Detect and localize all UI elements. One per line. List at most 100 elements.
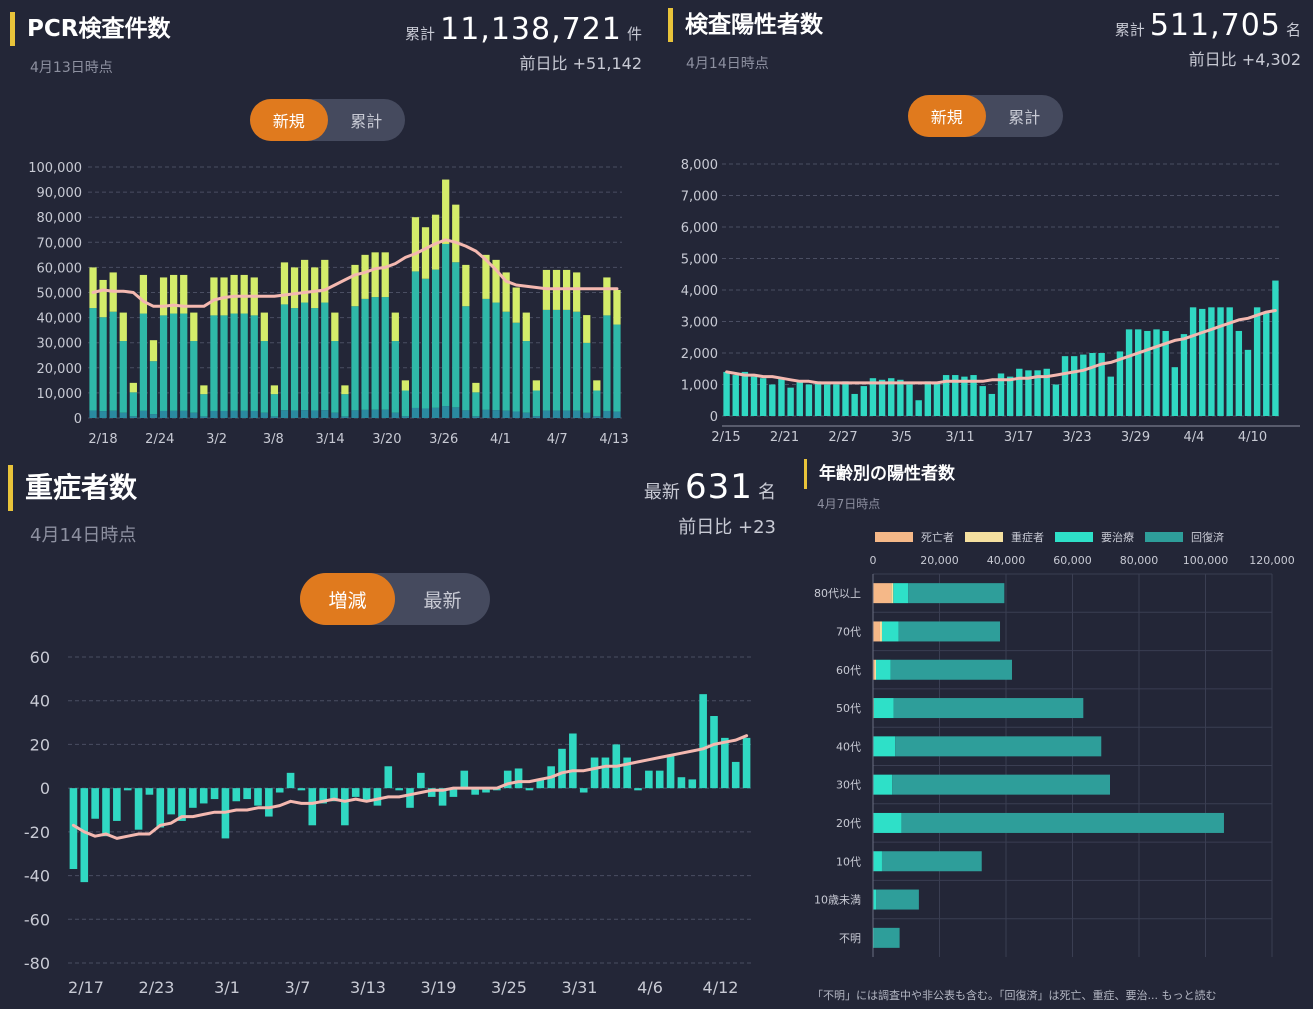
severe-x-tick-label: 3/25: [491, 978, 527, 997]
pcr-diff-label: 前日比: [519, 54, 568, 73]
positive-bar: [851, 393, 858, 416]
pcr-bar-base: [311, 410, 319, 418]
severe-toggle-change[interactable]: 増減: [300, 573, 395, 625]
severe-x-tick-label: 4/12: [703, 978, 739, 997]
age-legend-label: 重症者: [1011, 530, 1044, 544]
positive-total-unit: 名: [1285, 21, 1301, 39]
pcr-bar-base: [512, 411, 520, 418]
pcr-bar-main: [351, 306, 359, 411]
positive-bar: [1006, 376, 1014, 416]
age-bar-segment: [892, 774, 1111, 795]
pcr-bar-base: [240, 410, 248, 418]
age-bar-segment: [893, 583, 909, 604]
positive-bar: [1180, 334, 1188, 416]
positive-toggle-cumulative[interactable]: 累計: [1008, 108, 1041, 127]
positive-toggle-new[interactable]: 新規: [908, 95, 986, 137]
pcr-total-unit: 件: [626, 25, 642, 43]
severe-bar: [655, 770, 664, 789]
positive-bar: [915, 400, 922, 416]
pcr-bar-base: [552, 410, 561, 418]
severe-bar: [482, 788, 490, 793]
age-bar-segment: [873, 927, 875, 948]
pcr-x-tick-label: 3/20: [372, 432, 401, 447]
pcr-date: 4月13日時点: [30, 60, 113, 76]
pcr-total-value: 11,138,721: [440, 12, 622, 47]
pcr-bar-top: [240, 274, 248, 314]
severe-bar: [688, 779, 697, 789]
pcr-bar-top: [119, 312, 127, 342]
age-legend-swatch: [965, 532, 1003, 542]
positive-bar: [1116, 351, 1124, 416]
positive-date: 4月14日時点: [686, 56, 769, 72]
severe-toggle-latest[interactable]: 最新: [423, 589, 462, 612]
pcr-bar-base: [391, 412, 399, 418]
severe-y-tick-label: -20: [24, 823, 50, 842]
pcr-bar-base: [351, 410, 359, 418]
pcr-toggle-cumulative[interactable]: 累計: [350, 112, 383, 131]
positive-bar: [1226, 307, 1233, 416]
severe-y-tick-label: 0: [40, 779, 50, 798]
pcr-bar-top: [210, 277, 218, 316]
age-date: 4月7日時点: [817, 497, 881, 511]
positive-diff: 前日比 +4,302: [1189, 46, 1301, 70]
positive-bar: [1162, 330, 1169, 416]
pcr-bar-main: [290, 308, 299, 411]
age-bar-segment: [874, 927, 900, 948]
pcr-bar-base: [421, 408, 430, 418]
pcr-toggle-new[interactable]: 新規: [250, 99, 328, 141]
severe-y-tick-label: 20: [30, 735, 50, 754]
pcr-bar-main: [119, 341, 127, 413]
age-note: 「不明」には調査中や非公表も含む。「回復済」は死亡、重症、要治... もっと読む: [812, 989, 1217, 1002]
pcr-bar-main: [190, 341, 198, 413]
pcr-bar-top: [149, 340, 158, 362]
positive-toggle: 新規 累計: [908, 95, 1063, 137]
pcr-bar-top: [341, 385, 349, 395]
pcr-bar-base: [472, 416, 480, 418]
age-legend-swatch: [1145, 532, 1183, 542]
severe-diff: 前日比 +23: [678, 513, 776, 539]
positive-bar: [924, 381, 932, 416]
positive-x-tick-label: 3/5: [891, 430, 912, 445]
positive-trend-line: [725, 309, 1277, 385]
age-bar-segment: [881, 621, 899, 642]
pcr-bar-main: [300, 302, 309, 411]
age-bar-segment: [893, 698, 1084, 719]
positive-total: 累計 511,705 名: [1115, 8, 1301, 43]
severe-bar: [623, 757, 631, 789]
pcr-bar-main: [593, 390, 601, 417]
age-bar-segment: [890, 659, 1012, 680]
positive-chart: 0 1,000 2,000 3,000 4,000 5,000 6,000 7,000 8,00…: [681, 158, 1300, 445]
pcr-y-tick-label: 0: [74, 412, 82, 427]
age-category-label: 50代: [836, 702, 861, 715]
pcr-chart: 0 10,000 20,000 30,000 40,000 50,000 60,000 70,…: [28, 161, 628, 447]
severe-bar: [113, 788, 121, 821]
severe-bar: [503, 770, 512, 789]
pcr-bar-top: [270, 385, 279, 395]
pcr-bar-base: [411, 407, 420, 418]
pcr-bar-main: [522, 341, 530, 413]
pcr-bar-top: [311, 267, 319, 309]
positive-bar: [906, 384, 913, 416]
severe-bar: [243, 788, 251, 800]
pcr-bar-top: [89, 267, 97, 309]
positive-bar: [979, 386, 986, 416]
pcr-bar-base: [401, 416, 410, 418]
severe-bar: [254, 788, 262, 806]
severe-x-tick-label: 3/13: [350, 978, 386, 997]
age-category-label: 10代: [836, 855, 861, 868]
pcr-bar-top: [603, 277, 611, 316]
severe-bar: [579, 788, 588, 793]
pcr-bar-base: [230, 410, 238, 418]
pcr-diff: 前日比 +51,142: [520, 50, 643, 74]
positive-bar: [741, 371, 749, 416]
positive-bar: [1125, 329, 1133, 416]
pcr-bar-main: [270, 394, 279, 417]
positive-bar: [1061, 356, 1069, 416]
positive-bar: [1089, 353, 1096, 416]
pcr-bar-main: [613, 324, 621, 412]
pcr-bar-base: [593, 416, 601, 418]
pcr-trend-line: [91, 238, 619, 308]
age-bar-segment: [873, 812, 902, 833]
severe-bar: [275, 788, 284, 793]
pcr-bar-base: [603, 410, 611, 418]
